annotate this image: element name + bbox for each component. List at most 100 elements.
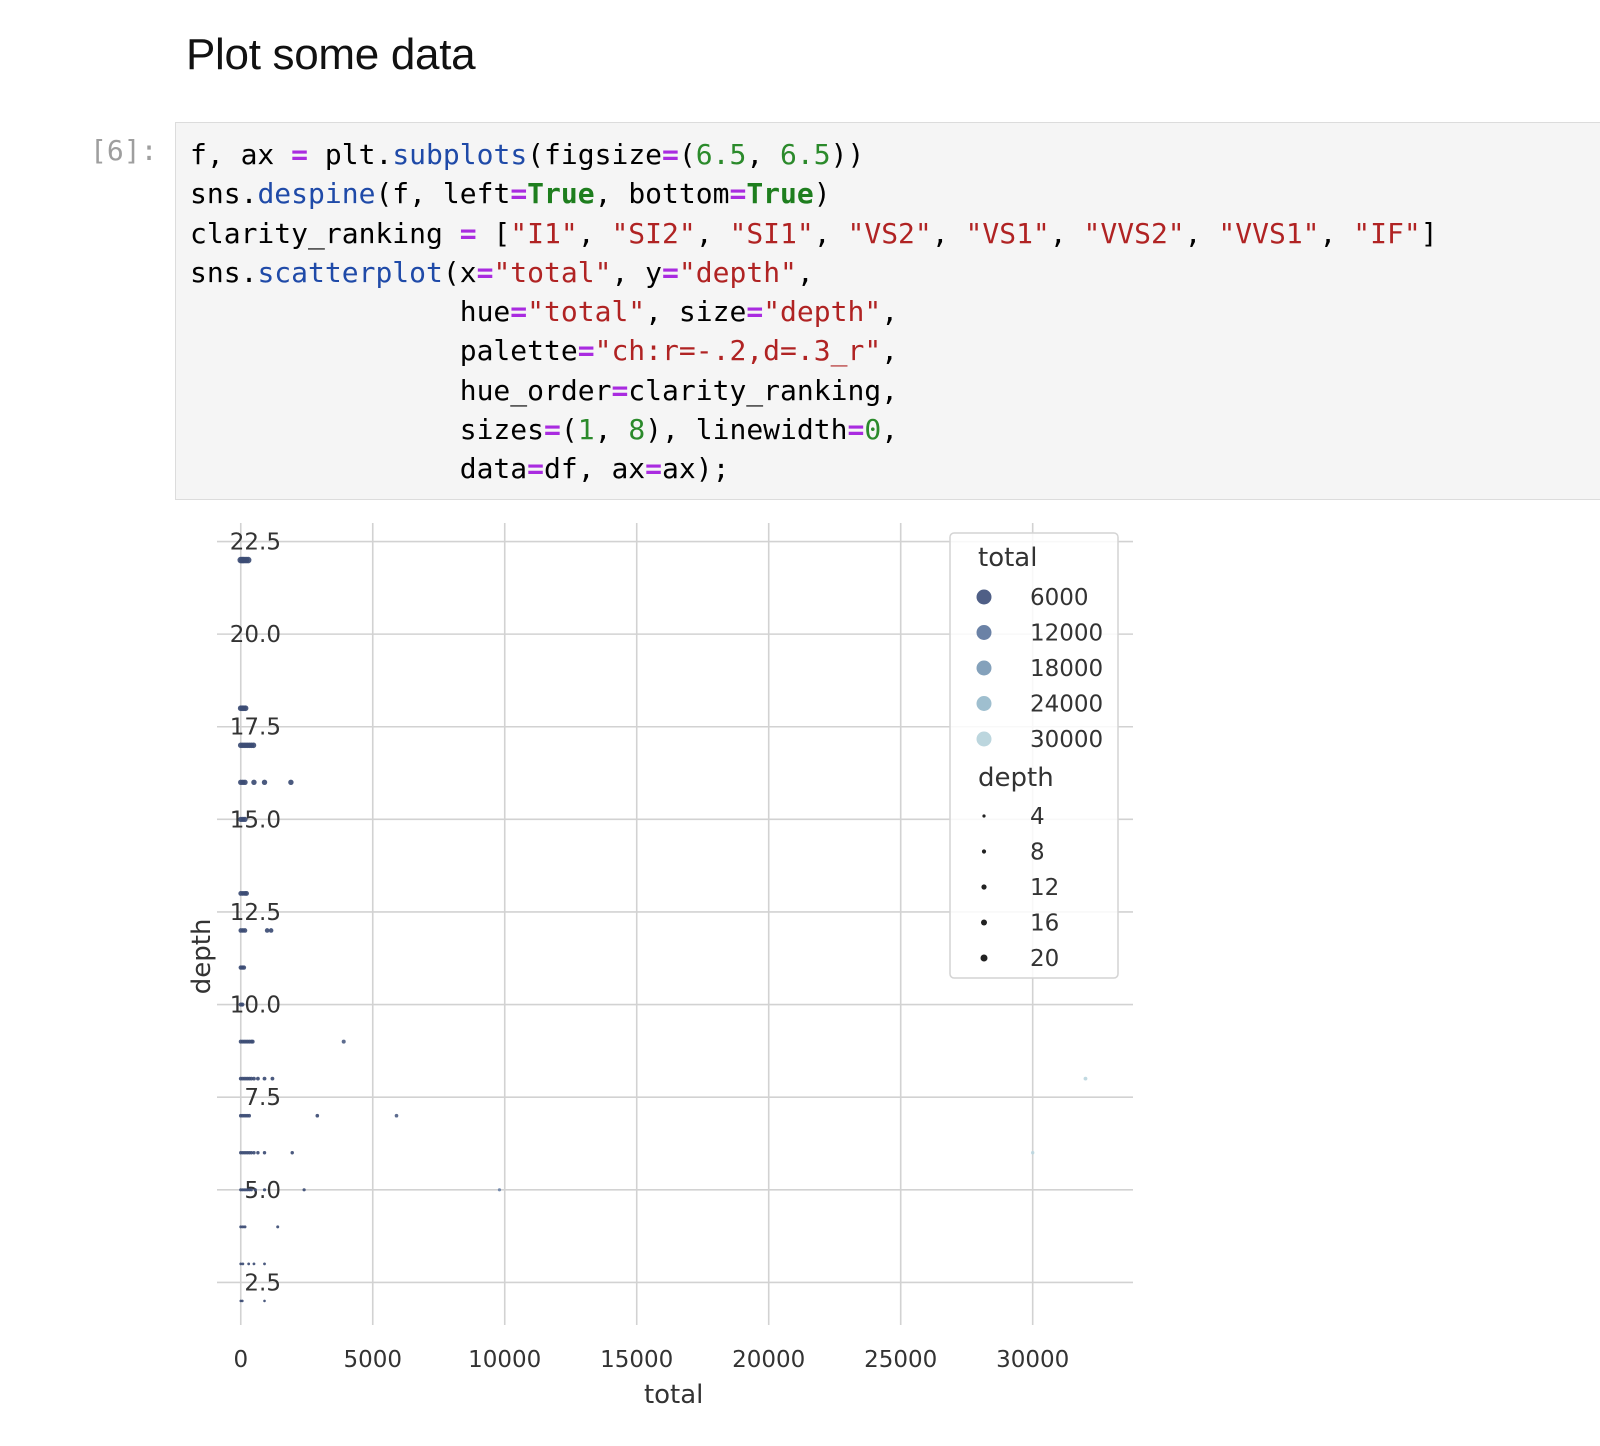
code-token: = — [510, 177, 528, 211]
code-editor[interactable]: f, ax = plt.subplots(figsize=(6.5, 6.5))… — [190, 135, 1438, 489]
code-line: data=df, ax=ax); — [190, 452, 730, 486]
data-point — [240, 1002, 245, 1007]
y-tick-label: 10.0 — [230, 993, 281, 1019]
legend-hue-label: 24000 — [1030, 692, 1103, 718]
legend-size-label: 20 — [1030, 946, 1059, 972]
code-token: f, ax — [190, 138, 292, 171]
data-point — [341, 1039, 346, 1044]
legend-size-label: 12 — [1030, 875, 1059, 901]
code-token: 1 — [577, 413, 595, 447]
code-token: "I1" — [510, 216, 578, 250]
y-axis-label: depth — [187, 919, 217, 995]
data-point — [262, 1151, 267, 1155]
y-tick-label: 2.5 — [244, 1270, 281, 1296]
code-token: "VS2" — [847, 216, 932, 250]
code-token: clarity_ranking — [190, 216, 460, 250]
y-tick-label: 15.0 — [230, 807, 281, 833]
data-point — [249, 1151, 254, 1155]
code-token: "depth" — [678, 255, 797, 289]
data-point — [1083, 1076, 1088, 1081]
code-token: palette — [190, 334, 578, 368]
code-token: = — [847, 413, 865, 447]
data-point — [244, 556, 252, 564]
data-point — [241, 1299, 244, 1303]
legend-size-label: 16 — [1030, 911, 1059, 937]
data-point — [263, 1299, 266, 1303]
data-point — [247, 1113, 252, 1118]
code-token: scatterplot — [257, 255, 443, 289]
x-tick-label: 30000 — [996, 1347, 1069, 1373]
code-token: "VVS1" — [1218, 216, 1320, 250]
data-point — [242, 779, 248, 786]
legend-size-marker — [981, 849, 987, 854]
code-token: , — [695, 216, 730, 250]
code-token: [ — [476, 216, 511, 250]
data-point — [241, 965, 247, 970]
data-point — [241, 1225, 245, 1229]
code-token: sns. — [190, 177, 258, 211]
data-point — [252, 1151, 256, 1155]
code-token: "VVS2" — [1083, 216, 1185, 250]
code-token: )) — [830, 138, 865, 171]
code-token: , — [1184, 216, 1219, 250]
code-token: sns. — [190, 255, 258, 289]
code-token: "depth" — [763, 295, 882, 329]
code-token: = — [662, 255, 679, 289]
code-token: True — [527, 177, 595, 211]
code-token: ( — [678, 138, 696, 171]
legend-box — [949, 532, 1119, 979]
data-point — [249, 1076, 254, 1081]
legend-hue-marker — [976, 696, 992, 711]
x-tick-label: 20000 — [732, 1347, 805, 1373]
data-point — [253, 1188, 257, 1192]
code-token: "VS1" — [965, 216, 1050, 250]
code-token: True — [746, 177, 814, 211]
code-token: hue — [190, 295, 511, 329]
code-token: , — [881, 334, 899, 368]
data-point — [250, 1039, 255, 1044]
legend-hue-title: total — [978, 543, 1037, 573]
data-point — [243, 1225, 247, 1229]
code-line: clarity_ranking = ["I1", "SI2", "SI1", "… — [190, 217, 1438, 250]
data-point — [256, 1151, 260, 1155]
data-point — [241, 1262, 245, 1266]
code-line: sns.scatterplot(x="total", y="depth", — [190, 256, 814, 289]
y-tick-label: 7.5 — [244, 1085, 281, 1111]
data-point — [290, 1151, 294, 1155]
legend-hue-label: 12000 — [1030, 621, 1103, 647]
code-token: 8 — [628, 413, 646, 447]
data-point — [244, 891, 249, 896]
code-token: = — [544, 413, 561, 447]
scatter-chart: 0 5000 10000 15000 20000 25000 300002.55.07.51… — [187, 523, 1133, 1410]
data-point — [242, 816, 248, 822]
data-point — [270, 1076, 275, 1081]
code-token: = — [577, 334, 595, 368]
legend-size-marker — [980, 954, 988, 962]
code-token: despine — [257, 177, 376, 211]
code-token: ( — [560, 413, 578, 447]
code-token: = — [291, 138, 309, 171]
legend-hue-label: 18000 — [1030, 656, 1103, 682]
code-token: = — [611, 373, 629, 407]
code-token: df, ax — [544, 452, 646, 486]
y-tick-label: 20.0 — [230, 622, 281, 648]
code-token: = — [662, 138, 679, 171]
code-line: palette="ch:r=-.2,d=.3_r", — [190, 334, 898, 367]
data-point — [302, 1188, 306, 1192]
data-point — [239, 1262, 243, 1266]
x-axis-label: total — [644, 1380, 703, 1410]
code-token: hue_order — [190, 373, 612, 407]
code-token: "SI1" — [729, 216, 814, 250]
data-point — [268, 928, 274, 933]
x-tick-label: 0 — [233, 1347, 248, 1373]
code-token: 0 — [864, 413, 882, 447]
data-point — [315, 1113, 320, 1118]
code-cell[interactable]: f, ax = plt.subplots(figsize=(6.5, 6.5))… — [175, 122, 1600, 500]
code-token: = — [729, 177, 747, 211]
cell-output: 0 5000 10000 15000 20000 25000 30000 2.5 5.0 7.5 1… — [175, 505, 1175, 1440]
code-token: subplots — [392, 138, 528, 171]
cell-prompt: [6]: — [90, 134, 158, 167]
code-token: ax); — [662, 452, 730, 486]
code-line: f, ax = plt.subplots(figsize=(6.5, 6.5)) — [190, 138, 864, 171]
code-token: (x — [442, 255, 477, 289]
